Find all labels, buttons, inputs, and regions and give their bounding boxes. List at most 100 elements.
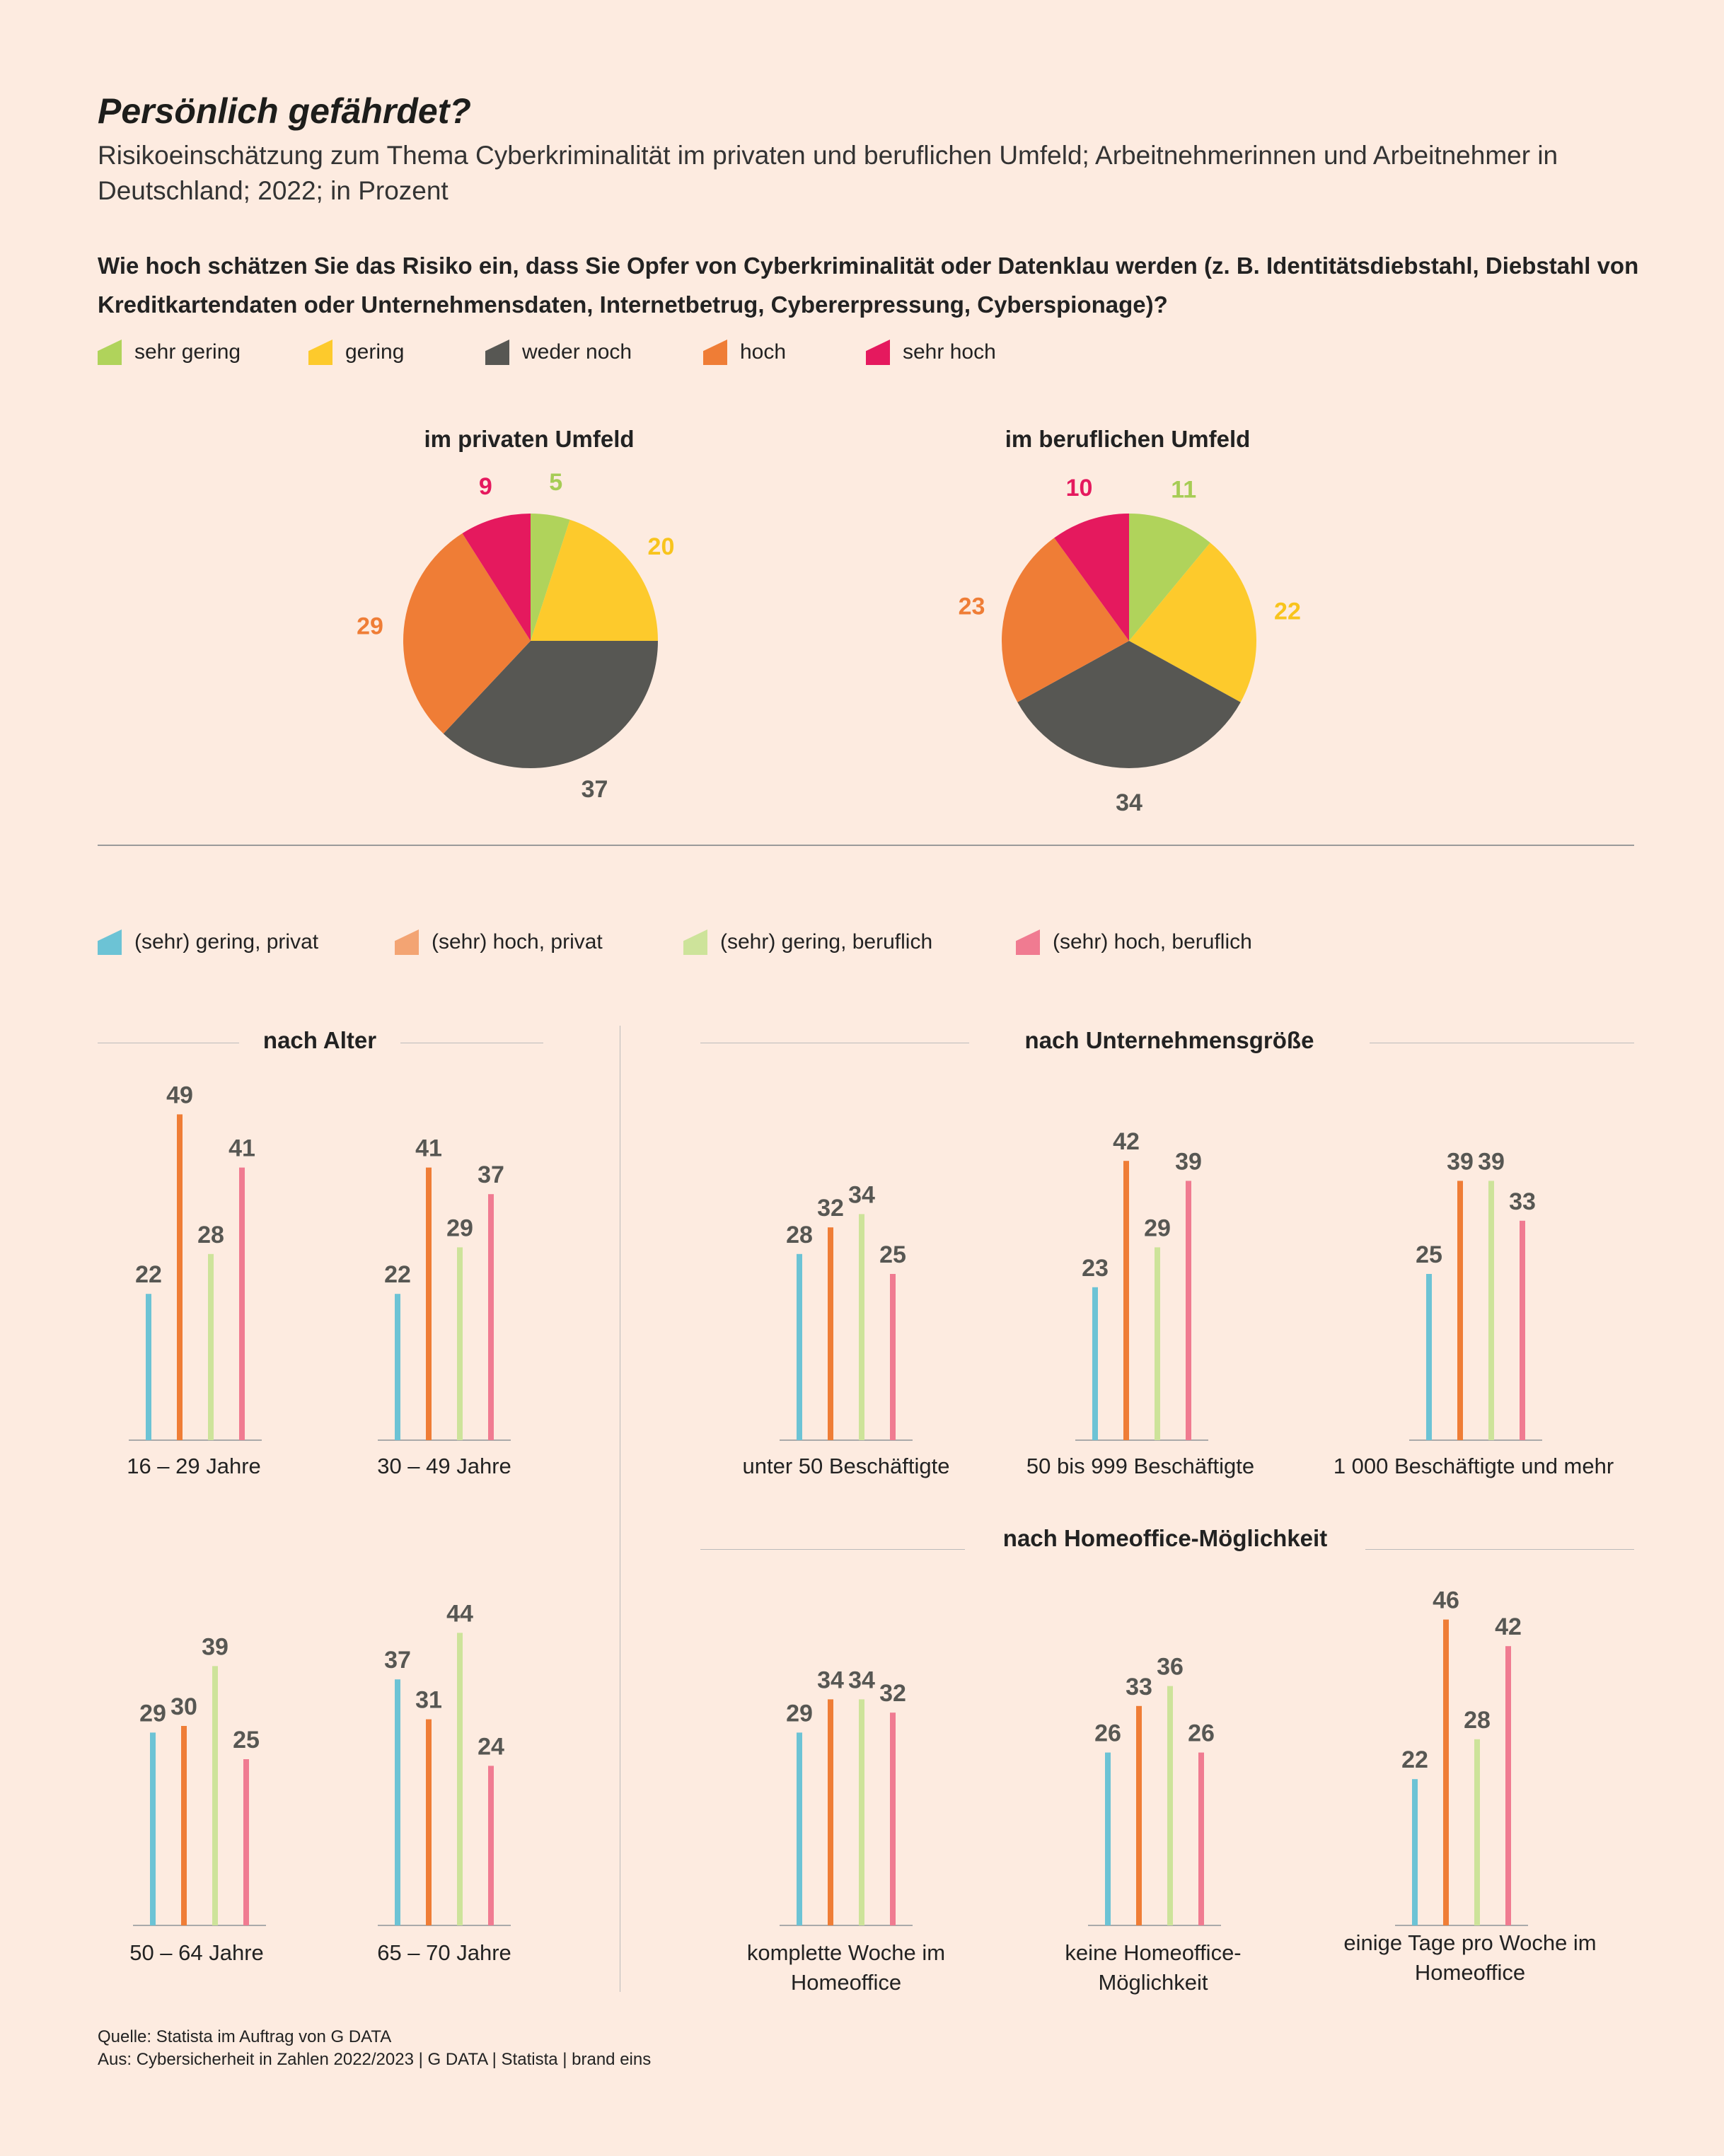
bar xyxy=(426,1719,432,1925)
bar xyxy=(488,1194,494,1440)
bar xyxy=(146,1294,151,1440)
pie-slice-weder-noch xyxy=(1017,641,1241,768)
section-title-age: nach Alter xyxy=(262,1027,377,1053)
bar xyxy=(1167,1686,1173,1925)
bar-value-label: 25 xyxy=(1416,1241,1442,1268)
pie-value-label: 11 xyxy=(1171,476,1196,503)
category-label: 30 – 49 Jahre xyxy=(377,1454,511,1478)
pie-value-label: 22 xyxy=(1274,598,1301,625)
legend-item-hoch: hoch xyxy=(703,340,786,365)
bar xyxy=(1092,1287,1098,1440)
bar xyxy=(828,1227,833,1440)
chart-subtitle: Risikoeinschätzung zum Thema Cyberkrimin… xyxy=(98,141,1558,205)
bar-value-label: 42 xyxy=(1495,1613,1522,1640)
pie-value-label: 20 xyxy=(648,533,675,560)
bar-value-label: 22 xyxy=(135,1261,162,1288)
bar-value-label: 41 xyxy=(415,1135,442,1162)
bar xyxy=(150,1732,156,1925)
bar-value-label: 49 xyxy=(166,1082,193,1108)
bar-value-label: 39 xyxy=(1478,1148,1505,1175)
bar xyxy=(457,1247,463,1440)
pie-slice-sehr-hoch xyxy=(1054,514,1129,641)
bar xyxy=(797,1253,802,1440)
bar xyxy=(426,1167,432,1440)
category-label: unter 50 Beschäftigte xyxy=(742,1454,950,1478)
bar-value-label: 26 xyxy=(1188,1720,1215,1747)
bar xyxy=(890,1712,896,1925)
bar-value-label: 39 xyxy=(1175,1148,1202,1175)
bar xyxy=(1505,1646,1511,1925)
bar-value-label: 33 xyxy=(1126,1674,1152,1700)
bar-value-label: 29 xyxy=(786,1700,813,1727)
bar-value-label: 37 xyxy=(384,1647,411,1674)
bar-value-label: 33 xyxy=(1509,1188,1536,1215)
pie-slice-sehr-hoch xyxy=(462,514,531,641)
category-label: komplette Woche im Homeoffice xyxy=(746,1940,946,1995)
pie-title-beruflich: im beruflichen Umfeld xyxy=(1005,426,1251,452)
bar xyxy=(1426,1274,1432,1440)
bar xyxy=(1520,1220,1525,1440)
legend-label: (sehr) gering, privat xyxy=(134,930,319,954)
bar xyxy=(395,1679,400,1925)
bar xyxy=(208,1253,214,1440)
pie-title-privat: im privaten Umfeld xyxy=(424,426,635,452)
source-note: Quelle: Statista im Auftrag von G DATA xyxy=(98,2027,392,2046)
bar-value-label: 23 xyxy=(1082,1255,1109,1282)
section-title-size: nach Unternehmensgröße xyxy=(1024,1027,1314,1053)
bar xyxy=(1474,1739,1480,1925)
bar-value-label: 25 xyxy=(233,1727,260,1754)
section-title-homeoffice: nach Homeoffice-Möglichkeit xyxy=(1002,1525,1328,1551)
pie-value-label: 5 xyxy=(549,469,562,496)
bar-value-label: 22 xyxy=(1401,1746,1428,1773)
category-label: 65 – 70 Jahre xyxy=(377,1940,511,1965)
chart-title: Persönlich gefährdet? xyxy=(98,91,471,131)
bar-value-label: 30 xyxy=(170,1693,197,1720)
pie-value-label: 10 xyxy=(1066,475,1093,502)
bar-value-label: 31 xyxy=(415,1687,442,1714)
header-rule xyxy=(1365,1549,1634,1550)
legend-item-weder-noch: weder noch xyxy=(485,340,632,365)
bar xyxy=(243,1759,249,1925)
legend-item-gering-privat: (sehr) gering, privat xyxy=(98,929,318,955)
bar-value-label: 44 xyxy=(446,1600,473,1627)
bar-value-label: 24 xyxy=(478,1733,504,1760)
pie-value-label: 9 xyxy=(479,473,492,500)
pie-value-label: 23 xyxy=(959,593,985,620)
bar-value-label: 39 xyxy=(202,1633,228,1660)
bar xyxy=(1457,1181,1463,1440)
legend-label: gering xyxy=(345,340,405,364)
legend-label: (sehr) gering, beruflich xyxy=(720,930,933,954)
legend-label: sehr hoch xyxy=(903,340,996,364)
bar xyxy=(1412,1779,1418,1925)
pie-charts: 5 20 37 29 9 11 22 34 23 10 xyxy=(357,469,1301,816)
bar xyxy=(1488,1181,1494,1440)
category-label: keine Homeoffice-Möglichkeit xyxy=(1065,1940,1242,1995)
bar xyxy=(1136,1705,1142,1925)
legend-label: (sehr) hoch, beruflich xyxy=(1053,930,1252,954)
legend-label: hoch xyxy=(740,340,787,364)
legend-item-hoch-privat: (sehr) hoch, privat xyxy=(395,929,603,955)
publication-note: Aus: Cybersicherheit in Zahlen 2022/2023… xyxy=(98,2050,652,2069)
legend-item-gering: gering xyxy=(308,340,404,365)
legend-label: (sehr) hoch, privat xyxy=(432,930,603,954)
bar-value-label: 29 xyxy=(139,1700,166,1727)
pie-slice-gering xyxy=(1129,543,1256,702)
bar xyxy=(457,1633,463,1925)
legend-label: weder noch xyxy=(522,340,632,364)
bar xyxy=(859,1699,864,1925)
bar xyxy=(212,1666,218,1925)
pie-value-label: 37 xyxy=(582,776,608,803)
header-rule xyxy=(700,1549,965,1550)
pie-value-label: 34 xyxy=(1116,789,1142,816)
bar xyxy=(239,1167,245,1440)
bar xyxy=(1443,1619,1449,1925)
category-label: 1 000 Beschäftigte und mehr xyxy=(1333,1454,1614,1478)
bar xyxy=(1105,1752,1111,1925)
bar-value-label: 28 xyxy=(197,1222,224,1248)
category-label: 16 – 29 Jahre xyxy=(127,1454,261,1478)
survey-question: Wie hoch schätzen Sie das Risiko ein, da… xyxy=(98,253,1639,318)
bar-value-label: 28 xyxy=(786,1222,813,1248)
bar-value-label: 41 xyxy=(228,1135,255,1162)
legend-item-sehr-gering: sehr gering xyxy=(98,340,241,365)
